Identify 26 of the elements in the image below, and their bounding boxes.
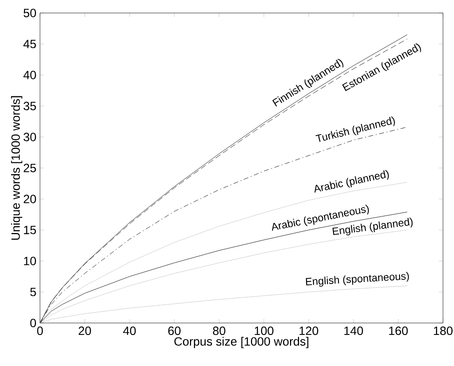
y-tick-label: 45 <box>23 40 36 48</box>
x-tick-label: 0 <box>37 326 43 336</box>
x-tick-label: 120 <box>300 326 318 336</box>
y-tick-label: 20 <box>24 194 36 204</box>
y-axis-title: Unique words [1000 words] <box>11 96 22 240</box>
x-tick-label: 80 <box>212 326 226 336</box>
y-tick-label: 0 <box>30 318 36 328</box>
y-tick-label: 10 <box>24 256 36 266</box>
x-axis-title: Corpus size [1000 words] <box>174 336 308 348</box>
series-label: English (spontaneous) <box>306 272 409 287</box>
y-tick-label: 35 <box>24 102 36 110</box>
y-tick-label: 50 <box>24 8 36 18</box>
x-tick-label: 160 <box>389 326 408 336</box>
y-tick-label: 5 <box>30 288 36 296</box>
text: Arabic (planned) <box>314 170 389 193</box>
y-tick-label: 25 <box>24 164 36 172</box>
y-tick-label: 40 <box>23 70 36 80</box>
x-tick-label: 180 <box>434 326 453 336</box>
x-tick-label: 60 <box>168 326 181 336</box>
x-tick-label: 100 <box>254 326 274 336</box>
x-tick-label: 140 <box>344 326 363 336</box>
text: English (planned) <box>332 218 413 236</box>
y-tick-label: 30 <box>24 132 36 142</box>
y-tick-label: 15 <box>24 226 36 234</box>
x-tick-label: 40 <box>123 326 136 336</box>
x-tick-label: 20 <box>78 326 91 336</box>
